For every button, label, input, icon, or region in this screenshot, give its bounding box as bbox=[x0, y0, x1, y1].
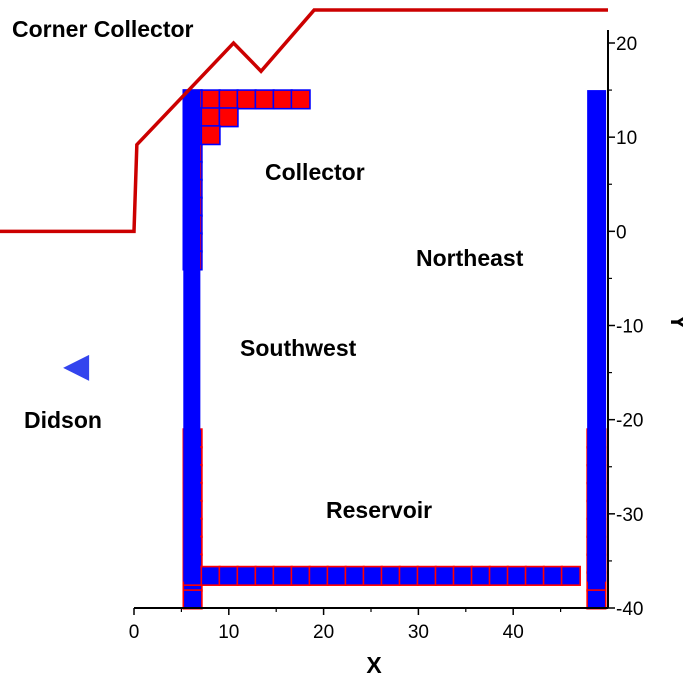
reservoir-cell bbox=[344, 565, 365, 586]
didson-label: Didson bbox=[24, 407, 102, 433]
reservoir-cell bbox=[272, 565, 293, 586]
y-tick-label: -30 bbox=[616, 505, 643, 526]
northeast-label: Northeast bbox=[416, 245, 524, 271]
southwest-label: Southwest bbox=[240, 335, 357, 361]
didson-marker-icon bbox=[63, 354, 90, 381]
reservoir-cell bbox=[488, 565, 509, 586]
west-wall bbox=[183, 90, 201, 582]
reservoir-cell bbox=[434, 565, 455, 586]
reservoir-cell bbox=[200, 565, 221, 586]
y-axis-ticks: 20 10 0 -10 -20 -30 -40 bbox=[608, 34, 643, 620]
reservoir-cell bbox=[308, 565, 329, 586]
y-tick-label: 20 bbox=[616, 34, 637, 55]
reservoir-cell bbox=[326, 565, 347, 586]
y-tick-label: -40 bbox=[616, 599, 643, 620]
y-tick-label: -10 bbox=[616, 317, 643, 338]
walls bbox=[183, 90, 607, 582]
reservoir-cell bbox=[586, 589, 607, 610]
y-axis-label: Y bbox=[666, 314, 683, 329]
reservoir-cell bbox=[254, 565, 275, 586]
collector-cell bbox=[272, 89, 293, 110]
reservoir-cell bbox=[560, 565, 581, 586]
collector-cell bbox=[254, 89, 275, 110]
x-axis-ticks: 0 10 20 30 40 bbox=[129, 608, 562, 643]
collector-cell bbox=[218, 89, 239, 110]
collector-cell bbox=[218, 107, 239, 128]
reservoir-cell bbox=[416, 565, 437, 586]
reservoir-cell bbox=[380, 565, 401, 586]
collector-cell bbox=[200, 107, 221, 128]
reservoir-cell bbox=[524, 565, 545, 586]
reservoir-cell bbox=[542, 565, 563, 586]
reservoir-cell bbox=[290, 565, 311, 586]
x-tick-label: 20 bbox=[313, 622, 334, 643]
reservoir-cell bbox=[218, 565, 239, 586]
x-tick-label: 40 bbox=[503, 622, 524, 643]
x-tick-label: 10 bbox=[218, 622, 239, 643]
reservoir-cell bbox=[362, 565, 383, 586]
axes: 0 10 20 30 40 20 10 0 -10 -20 -30 -40 bbox=[129, 30, 643, 643]
reservoir-cell bbox=[398, 565, 419, 586]
collector-label: Collector bbox=[265, 159, 365, 185]
reservoir-cell bbox=[236, 565, 257, 586]
reservoir-cell bbox=[452, 565, 473, 586]
collector-cell bbox=[200, 89, 221, 110]
x-tick-label: 30 bbox=[408, 622, 429, 643]
reservoir-label: Reservoir bbox=[326, 497, 432, 523]
collector-cell bbox=[290, 89, 311, 110]
east-wall bbox=[587, 90, 607, 582]
reservoir-cell bbox=[470, 565, 491, 586]
y-tick-label: 0 bbox=[616, 222, 627, 243]
collector-cell bbox=[236, 89, 257, 110]
x-tick-label: 0 bbox=[129, 622, 140, 643]
reservoir-cell bbox=[182, 589, 203, 610]
collector-cell bbox=[200, 125, 221, 146]
corner-collector-boundary-line bbox=[0, 8, 608, 234]
reservoir-cell bbox=[506, 565, 527, 586]
y-tick-label: 10 bbox=[616, 128, 637, 149]
y-tick-label: -20 bbox=[616, 411, 643, 432]
x-axis-label: X bbox=[366, 652, 382, 678]
corner-collector-label: Corner Collector bbox=[12, 16, 194, 42]
